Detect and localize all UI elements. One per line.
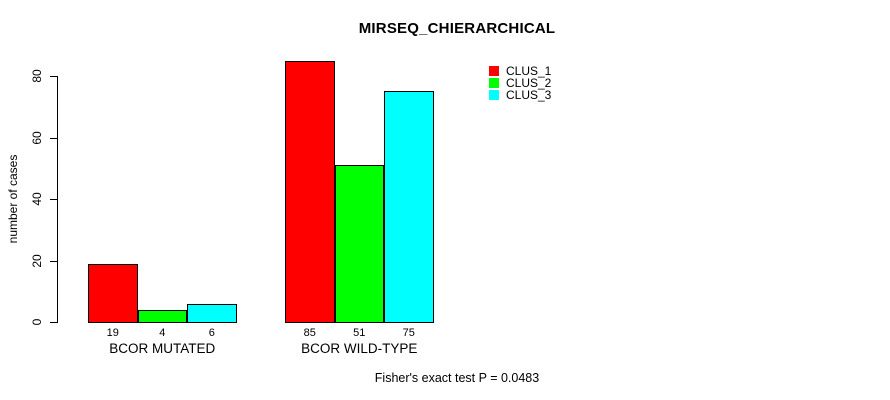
legend-row-clus_1: CLUS_1	[489, 64, 552, 78]
legend-swatch-icon	[489, 90, 499, 100]
legend-label: CLUS_1	[506, 64, 552, 78]
y-tick-label: 0	[30, 318, 44, 326]
bar-clus_3-bcor-wild-type	[384, 91, 434, 323]
y-tick-mark	[50, 137, 57, 139]
y-tick-label: 20	[30, 253, 44, 268]
legend-label: CLUS_3	[506, 88, 552, 102]
bar-clus_3-bcor-mutated	[187, 303, 237, 323]
y-tick-mark	[50, 76, 57, 77]
annotation-text: Fisher's exact test P = 0.0483	[374, 371, 540, 385]
bar-value-label: 75	[402, 327, 415, 339]
legend-swatch-icon	[489, 78, 499, 88]
y-tick-label: 60	[30, 130, 44, 145]
bar-clus_1-bcor-mutated	[88, 263, 138, 323]
bar-value-label: 6	[208, 327, 215, 339]
bar-clus_1-bcor-wild-type	[285, 60, 335, 323]
legend-swatch-icon	[489, 66, 499, 76]
bar-value-label: 19	[106, 327, 119, 339]
category-label-bcor-wild-type: BCOR WILD-TYPE	[301, 341, 418, 356]
y-axis-title-text: number of cases	[6, 154, 20, 244]
y-tick-mark	[50, 199, 57, 200]
y-tick-mark	[50, 260, 57, 262]
y-axis-line	[57, 76, 58, 323]
chart-title: MIRSEQ_CHIERARCHICAL	[358, 20, 556, 37]
bar-clus_2-bcor-wild-type	[334, 165, 384, 323]
legend: CLUS_1 CLUS_2 CLUS_3	[489, 64, 552, 102]
legend-row-clus_2: CLUS_2	[489, 76, 552, 90]
y-tick-label: 40	[30, 192, 44, 206]
legend-label: CLUS_2	[506, 76, 552, 90]
y-tick-label: 80	[30, 69, 44, 83]
category-label-bcor-mutated: BCOR MUTATED	[109, 341, 216, 356]
bar-value-label: 85	[303, 327, 316, 339]
bar-value-label: 51	[353, 327, 366, 339]
bar-value-label: 4	[159, 327, 166, 339]
y-tick-mark	[50, 322, 57, 323]
bar-clus_2-bcor-mutated	[137, 309, 187, 323]
legend-row-clus_3: CLUS_3	[489, 88, 552, 102]
